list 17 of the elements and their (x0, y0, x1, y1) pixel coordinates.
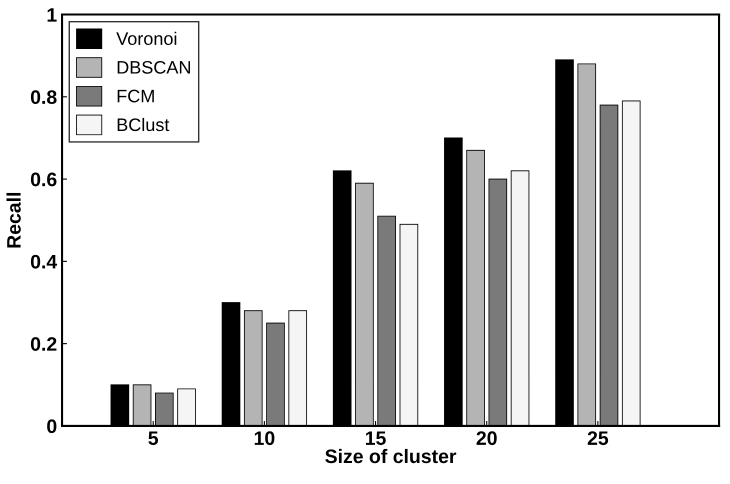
x-axis-title: Size of cluster (325, 448, 456, 464)
legend-label: FCM (118, 90, 154, 102)
y-axis-title: Recall (6, 192, 21, 248)
legend-label: Voronoi (116, 32, 176, 46)
y-tick-label: 0 (47, 419, 56, 434)
legend-label: BClust (118, 118, 170, 132)
legend-label: DBSCAN (118, 60, 190, 74)
x-tick-label: 5 (148, 431, 158, 446)
x-tick-label: 25 (588, 431, 608, 446)
x-tick-label: 15 (366, 431, 386, 446)
y-tick-label: 0.6 (30, 172, 56, 186)
y-tick-label: 0.8 (30, 90, 57, 104)
y-tick-label: 1 (48, 8, 57, 22)
x-tick-label: 10 (254, 431, 274, 446)
x-tick-label: 20 (476, 431, 497, 446)
y-tick-label: 0.2 (30, 337, 56, 351)
y-tick-label: 0.4 (30, 254, 58, 269)
